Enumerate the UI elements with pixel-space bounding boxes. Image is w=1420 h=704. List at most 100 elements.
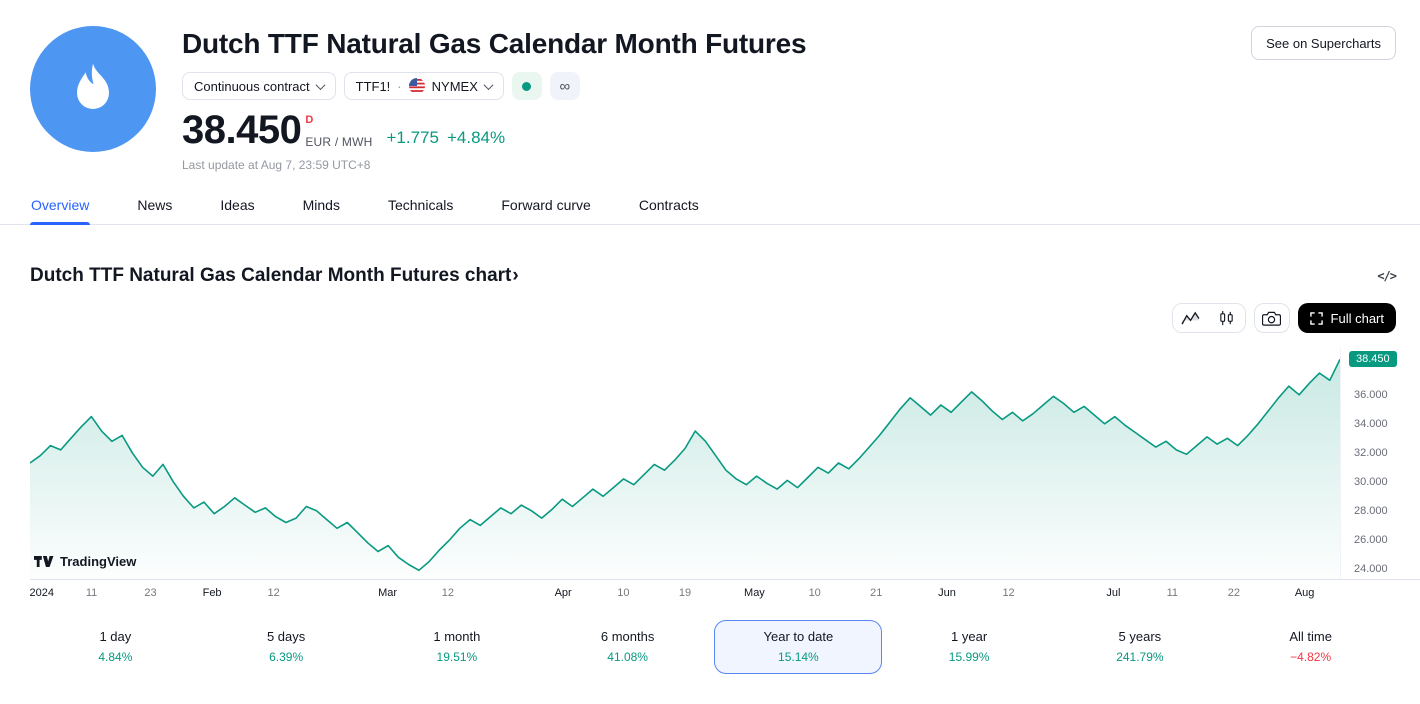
chevron-down-icon (315, 79, 326, 90)
range-change-value: −4.82% (1290, 650, 1332, 664)
time-axis-label: 21 (870, 587, 883, 599)
range-button-6-months[interactable]: 6 months 41.08% (544, 620, 712, 674)
realtime-toggle-button[interactable]: ∞ (549, 72, 580, 100)
time-axis-label: 11 (1166, 587, 1179, 599)
time-axis-label: May (744, 587, 765, 599)
price-unit: EUR / MWH (305, 135, 373, 149)
page-title: Dutch TTF Natural Gas Calendar Month Fut… (182, 28, 807, 59)
range-label: 5 days (266, 629, 306, 644)
range-change-value: 19.51% (436, 650, 478, 664)
time-axis-label: 2024 (29, 587, 55, 599)
infinity-icon: ∞ (559, 77, 571, 95)
full-chart-button[interactable]: Full chart (1297, 303, 1396, 333)
candlestick-icon (1220, 310, 1233, 325)
range-cell: 5 years 241.79% (1055, 620, 1226, 674)
tab-technicals[interactable]: Technicals (387, 197, 454, 213)
range-label: 5 years (1118, 629, 1162, 644)
tab-news[interactable]: News (137, 197, 173, 213)
fullscreen-icon (1309, 311, 1323, 325)
symbol-label: TTF1! (355, 78, 391, 94)
symbol-exchange-dropdown[interactable]: TTF1! · (343, 72, 504, 100)
candles-chart-type-button[interactable] (1208, 304, 1245, 332)
range-button-1-month[interactable]: 1 month 19.51% (373, 620, 541, 674)
exchange-label: NYMEX (431, 78, 478, 94)
range-button-year-to-date[interactable]: Year to date 15.14% (714, 620, 883, 674)
range-label: 1 year (951, 629, 988, 644)
price-axis-label: 28.000 (1354, 504, 1388, 517)
chart-title-text: Dutch TTF Natural Gas Calendar Month Fut… (30, 265, 512, 286)
chevron-right-icon: › (512, 265, 519, 286)
price-chart[interactable]: TradingView 38.450 36.000 34.000 32.000 30.… (30, 347, 1420, 580)
full-chart-label: Full chart (1330, 310, 1384, 326)
range-label: 1 month (433, 629, 481, 644)
price-axis-label: 36.000 (1354, 388, 1388, 401)
time-axis-label: Aug (1294, 587, 1315, 599)
time-axis-label: Mar (378, 587, 398, 599)
tab-overview[interactable]: Overview (30, 188, 91, 225)
range-button-1-year[interactable]: 1 year 15.99% (885, 620, 1053, 674)
last-price: 38.450 (182, 108, 302, 152)
range-change-value: 241.79% (1116, 650, 1164, 664)
price-change: +1.775 +4.84% (386, 128, 505, 152)
time-axis-label: 10 (808, 587, 821, 599)
price-axis-label: 24.000 (1354, 562, 1388, 575)
chart-plot-area[interactable]: TradingView (30, 347, 1340, 579)
range-cell: 1 month 19.51% (372, 620, 543, 674)
range-change-value: 41.08% (607, 650, 648, 664)
tab-forward-curve[interactable]: Forward curve (501, 197, 591, 213)
time-axis-label: 12 (441, 587, 454, 599)
see-on-supercharts-button[interactable]: See on Supercharts (1251, 26, 1396, 60)
last-update: Last update at Aug 7, 23:59 UTC+8 (182, 158, 371, 172)
range-label: 6 months (600, 629, 655, 644)
embed-code-button[interactable]: </> (1377, 269, 1397, 283)
range-change-value: 15.99% (948, 650, 990, 664)
range-label: 1 day (99, 629, 132, 644)
range-change-value: 15.14% (778, 650, 819, 664)
price-axis-label: 30.000 (1354, 475, 1388, 488)
price-axis-label: 34.000 (1354, 417, 1388, 430)
snapshot-button[interactable] (1253, 303, 1290, 333)
tab-minds[interactable]: Minds (302, 197, 340, 213)
time-axis-label: Jul (1106, 587, 1121, 599)
range-label: Year to date (763, 629, 834, 644)
chart-title-link[interactable]: Dutch TTF Natural Gas Calendar Month Fut… (30, 265, 519, 287)
tab-contracts[interactable]: Contracts (638, 197, 699, 213)
time-axis-label: 12 (267, 587, 280, 599)
tab-ideas[interactable]: Ideas (220, 197, 255, 213)
tradingview-watermark[interactable]: TradingView (34, 554, 136, 569)
time-axis-label: 11 (85, 587, 98, 599)
chevron-down-icon (483, 79, 494, 90)
time-axis-label: 22 (1227, 587, 1240, 599)
price-axis[interactable]: 38.450 36.000 34.000 32.000 30.000 28.000 26.… (1340, 347, 1420, 579)
range-change-value: 6.39% (269, 650, 304, 664)
price-axis-label: 26.000 (1354, 533, 1388, 546)
market-status-button[interactable] (511, 72, 542, 100)
range-cell: 1 year 15.99% (884, 620, 1055, 674)
range-cell: All time −4.82% (1225, 620, 1396, 674)
range-cell: 5 days 6.39% (201, 620, 372, 674)
last-price-badge: 38.450 (1349, 351, 1397, 368)
price-line (30, 359, 1340, 570)
range-button-1-day[interactable]: 1 day 4.84% (31, 620, 199, 674)
contract-dropdown[interactable]: Continuous contract (182, 72, 336, 100)
price-axis-label: 32.000 (1354, 446, 1388, 459)
area-chart-type-button[interactable] (1172, 304, 1209, 332)
chart-type-group (1171, 303, 1246, 333)
header-main: Dutch TTF Natural Gas Calendar Month Fut… (182, 26, 1396, 172)
session-flag: D (305, 114, 314, 126)
range-cell: 6 months 41.08% (542, 620, 713, 674)
time-axis-label: 12 (1002, 587, 1015, 599)
camera-icon (1262, 311, 1282, 326)
time-row: 2024 11 23 Feb 12 Mar 12 Apr 10 19 May 10 21 Jun 12 Jul… (30, 580, 1420, 604)
market-open-dot-icon (522, 81, 532, 91)
time-axis[interactable]: 2024 11 23 Feb 12 Mar 12 Apr 10 19 May 10 21 Jun 12 Jul… (30, 580, 1340, 604)
time-axis-label: 10 (617, 587, 630, 599)
us-flag-icon (408, 78, 425, 94)
range-button-all-time[interactable]: All time −4.82% (1227, 620, 1395, 674)
contract-dropdown-label: Continuous contract (194, 78, 310, 94)
range-row: 1 day 4.84% 5 days 6.39% 1 month 19.51% 6 mont… (30, 620, 1396, 674)
range-button-5-years[interactable]: 5 years 241.79% (1056, 620, 1224, 674)
range-cell: 1 day 4.84% (30, 620, 201, 674)
range-button-5-days[interactable]: 5 days 6.39% (202, 620, 370, 674)
